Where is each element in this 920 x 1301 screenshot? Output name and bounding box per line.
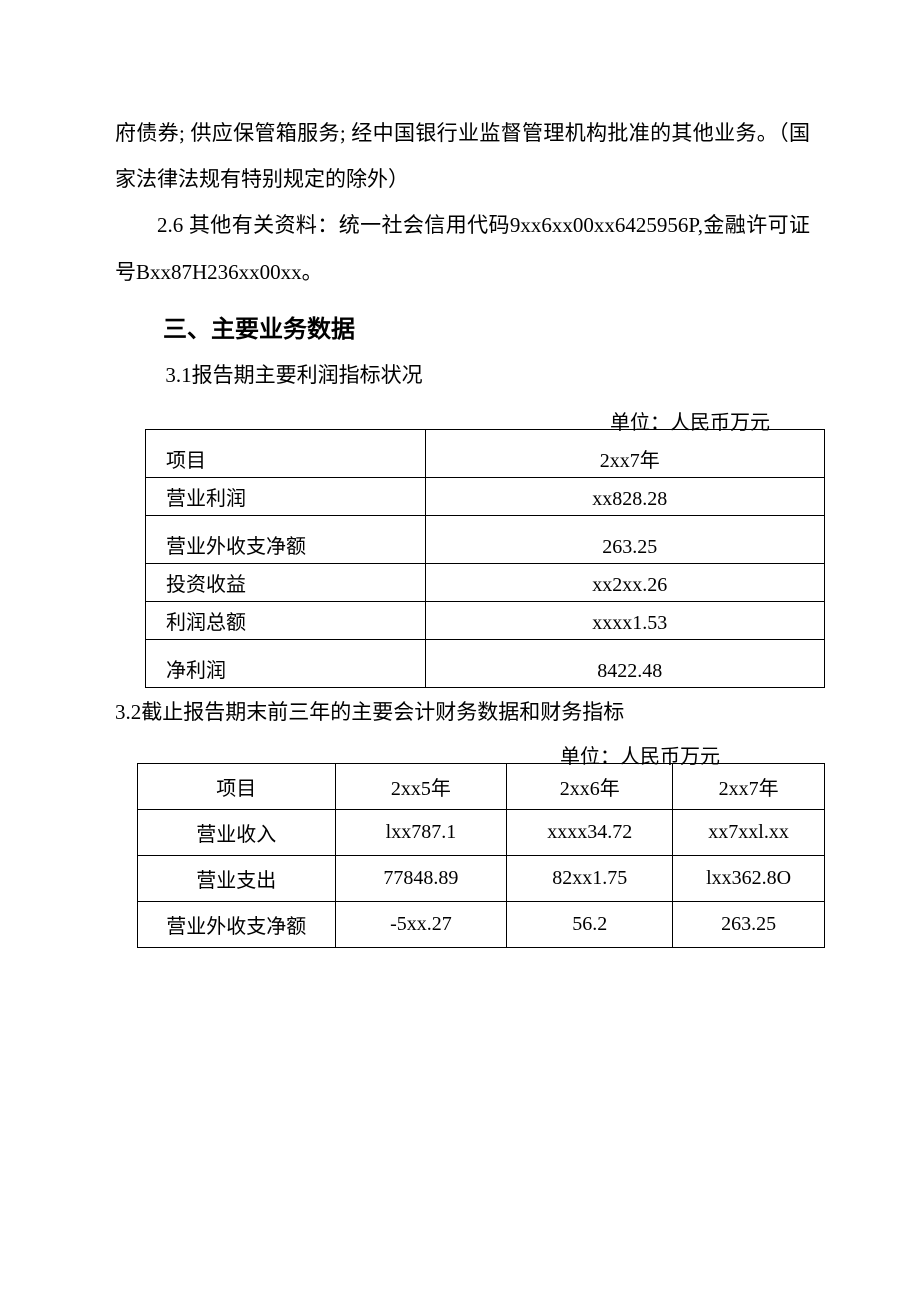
- cell-label: 投资收益: [146, 563, 426, 601]
- cell: 77848.89: [335, 855, 507, 901]
- cell: 263.25: [673, 901, 825, 947]
- cell: 82xx1.75: [507, 855, 673, 901]
- document-page: 府债券; 供应保管箱服务; 经中国银行业监督管理机构批准的其他业务。（国家法律法…: [0, 0, 920, 948]
- cell: 营业支出: [138, 855, 336, 901]
- cell-value: 263.25: [425, 515, 824, 563]
- cell-value: xx2xx.26: [425, 563, 824, 601]
- paragraph-continuation: 府债券; 供应保管箱服务; 经中国银行业监督管理机构批准的其他业务。（国家法律法…: [115, 110, 810, 202]
- cell-value: 2xx7年: [425, 429, 824, 477]
- table-row: 营业支出 77848.89 82xx1.75 lxx362.8O: [138, 855, 825, 901]
- cell: lxx787.1: [335, 809, 507, 855]
- table-row: 营业外收支净额 -5xx.27 56.2 263.25: [138, 901, 825, 947]
- cell: 营业收入: [138, 809, 336, 855]
- table-row: 营业收入 lxx787.1 xxxx34.72 xx7xxl.xx: [138, 809, 825, 855]
- section-3-heading: 三、主要业务数据: [115, 309, 810, 344]
- paragraph-2-6: 2.6 其他有关资料：统一社会信用代码9xx6xx00xx6425956P,金融…: [115, 202, 810, 294]
- table-row: 利润总额 xxxx1.53: [146, 601, 825, 639]
- table-row: 营业利润 xx828.28: [146, 477, 825, 515]
- profit-indicators-table: 项目 2xx7年 营业利润 xx828.28 营业外收支净额 263.25 投资…: [145, 429, 825, 688]
- cell-label: 营业外收支净额: [146, 515, 426, 563]
- cell-label: 利润总额: [146, 601, 426, 639]
- table-row: 净利润 8422.48: [146, 639, 825, 687]
- section-3-2-caption: 3.2截止报告期末前三年的主要会计财务数据和财务指标: [115, 694, 810, 732]
- header-cell: 2xx7年: [673, 763, 825, 809]
- table-row: 项目 2xx7年: [146, 429, 825, 477]
- cell: 营业外收支净额: [138, 901, 336, 947]
- cell-label: 项目: [146, 429, 426, 477]
- header-cell: 项目: [138, 763, 336, 809]
- cell-label: 净利润: [146, 639, 426, 687]
- cell-value: xx828.28: [425, 477, 824, 515]
- cell-value: xxxx1.53: [425, 601, 824, 639]
- cell-value: 8422.48: [425, 639, 824, 687]
- cell: lxx362.8O: [673, 855, 825, 901]
- cell: 56.2: [507, 901, 673, 947]
- table-header-row: 项目 2xx5年 2xx6年 2xx7年: [138, 763, 825, 809]
- section-3-1-heading: 3.1报告期主要利润指标状况: [115, 354, 810, 396]
- cell: xxxx34.72: [507, 809, 673, 855]
- table-row: 营业外收支净额 263.25: [146, 515, 825, 563]
- three-year-financial-table: 项目 2xx5年 2xx6年 2xx7年 营业收入 lxx787.1 xxxx3…: [137, 763, 825, 948]
- header-cell: 2xx5年: [335, 763, 507, 809]
- header-cell: 2xx6年: [507, 763, 673, 809]
- cell-label: 营业利润: [146, 477, 426, 515]
- table-row: 投资收益 xx2xx.26: [146, 563, 825, 601]
- cell: -5xx.27: [335, 901, 507, 947]
- cell: xx7xxl.xx: [673, 809, 825, 855]
